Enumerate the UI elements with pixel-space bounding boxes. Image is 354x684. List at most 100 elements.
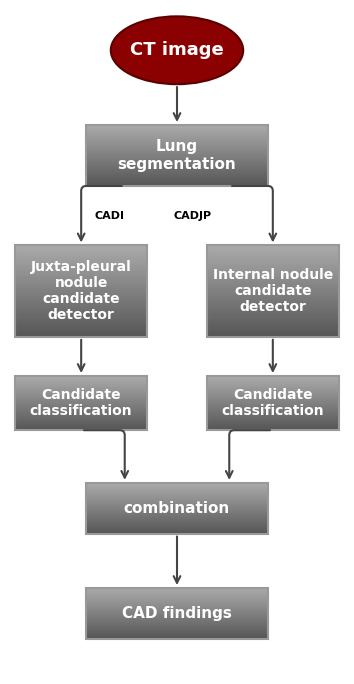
Bar bbox=[207, 335, 339, 336]
Bar bbox=[15, 287, 147, 289]
Bar bbox=[207, 297, 339, 298]
Bar bbox=[15, 267, 147, 268]
Bar bbox=[207, 286, 339, 287]
Bar bbox=[207, 281, 339, 282]
Bar bbox=[207, 260, 339, 261]
Bar bbox=[207, 267, 339, 268]
Bar bbox=[15, 305, 147, 306]
Bar bbox=[15, 291, 147, 292]
Bar bbox=[207, 302, 339, 303]
Bar bbox=[15, 257, 147, 258]
Bar bbox=[207, 249, 339, 250]
Text: Candidate
classification: Candidate classification bbox=[30, 388, 132, 418]
Bar bbox=[207, 258, 339, 259]
Bar bbox=[207, 278, 339, 279]
Bar bbox=[15, 273, 147, 274]
Bar bbox=[207, 295, 339, 297]
Bar bbox=[15, 319, 147, 320]
Bar bbox=[207, 313, 339, 314]
Bar bbox=[15, 276, 147, 278]
Bar bbox=[207, 287, 339, 289]
Bar bbox=[15, 270, 147, 271]
Ellipse shape bbox=[111, 16, 243, 84]
Bar bbox=[15, 247, 147, 248]
Bar bbox=[15, 250, 147, 251]
Text: CT image: CT image bbox=[130, 41, 224, 60]
Bar bbox=[207, 252, 339, 254]
Bar bbox=[207, 321, 339, 322]
Bar bbox=[15, 269, 147, 270]
Bar bbox=[15, 293, 147, 294]
Bar bbox=[15, 309, 147, 311]
Bar bbox=[207, 301, 339, 302]
Bar bbox=[207, 246, 339, 247]
Bar bbox=[15, 278, 147, 279]
Bar bbox=[15, 311, 147, 312]
Bar bbox=[207, 312, 339, 313]
Bar bbox=[15, 304, 147, 305]
Bar bbox=[15, 283, 147, 284]
Bar bbox=[207, 311, 339, 312]
Bar bbox=[207, 320, 339, 321]
Bar bbox=[15, 292, 147, 293]
Bar bbox=[15, 324, 147, 325]
Bar bbox=[207, 263, 339, 265]
Bar bbox=[15, 251, 147, 252]
Bar bbox=[207, 270, 339, 271]
Bar bbox=[15, 303, 147, 304]
Bar bbox=[15, 329, 147, 330]
Bar bbox=[15, 323, 147, 324]
Bar bbox=[207, 333, 339, 334]
Bar bbox=[207, 255, 339, 256]
Bar bbox=[207, 290, 339, 291]
Bar bbox=[207, 330, 339, 332]
Bar bbox=[15, 335, 147, 336]
Bar bbox=[207, 305, 339, 306]
Bar bbox=[207, 289, 339, 290]
Bar bbox=[207, 250, 339, 251]
Bar bbox=[207, 276, 339, 278]
Bar bbox=[207, 280, 339, 281]
Bar bbox=[15, 328, 147, 329]
Bar bbox=[207, 328, 339, 329]
Bar bbox=[15, 326, 147, 327]
Bar bbox=[207, 319, 339, 320]
Bar bbox=[207, 293, 339, 294]
Bar bbox=[207, 256, 339, 257]
Bar bbox=[15, 312, 147, 313]
Bar bbox=[207, 285, 339, 286]
Bar bbox=[15, 260, 147, 261]
Bar bbox=[207, 291, 339, 292]
Bar bbox=[207, 279, 339, 280]
Bar bbox=[15, 259, 147, 260]
Bar bbox=[207, 262, 339, 263]
Bar bbox=[207, 323, 339, 324]
Bar bbox=[15, 330, 147, 332]
Bar bbox=[15, 246, 147, 247]
Bar bbox=[15, 266, 147, 267]
Bar bbox=[15, 284, 147, 285]
Bar bbox=[15, 314, 147, 315]
Bar bbox=[15, 274, 147, 275]
Bar bbox=[207, 315, 339, 316]
Bar bbox=[207, 303, 339, 304]
Bar bbox=[207, 247, 339, 248]
Bar bbox=[207, 309, 339, 311]
Bar bbox=[207, 300, 339, 301]
Bar bbox=[15, 316, 147, 317]
Bar bbox=[15, 258, 147, 259]
Bar bbox=[207, 282, 339, 283]
Text: Internal nodule
candidate
detector: Internal nodule candidate detector bbox=[213, 268, 333, 315]
Bar bbox=[15, 308, 147, 309]
Text: Candidate
classification: Candidate classification bbox=[222, 388, 324, 418]
Bar bbox=[15, 336, 147, 337]
Bar bbox=[15, 256, 147, 257]
Bar bbox=[15, 249, 147, 250]
Bar bbox=[15, 271, 147, 272]
Bar bbox=[207, 298, 339, 300]
Bar bbox=[207, 336, 339, 337]
Bar bbox=[15, 281, 147, 282]
Bar bbox=[207, 326, 339, 327]
Bar bbox=[15, 290, 147, 291]
Bar bbox=[15, 300, 147, 301]
